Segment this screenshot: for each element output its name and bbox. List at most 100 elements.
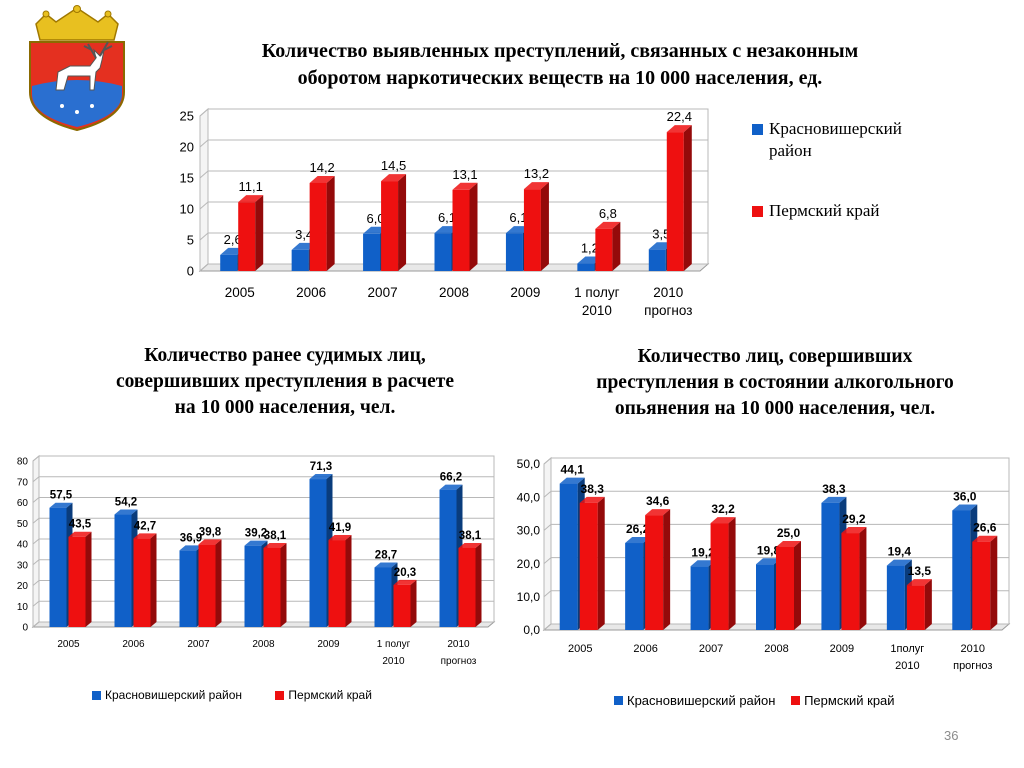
data-label: 19,2 [691, 545, 715, 559]
bar-top [381, 174, 407, 182]
x-category-label: 2010 [653, 285, 683, 300]
y-tick-label: 10,0 [517, 590, 541, 604]
chart2-title-line: совершивших преступления в расчете [115, 371, 455, 392]
x-category-label: 2007 [699, 643, 723, 655]
data-label: 13,5 [908, 564, 932, 578]
y-tick-label: 10 [17, 602, 29, 613]
x-category-label: 2008 [439, 285, 469, 300]
chart2-title-line: на 10 000 населения, чел. [174, 397, 396, 418]
x-category-label: 2010 [447, 639, 470, 650]
y-tick-label: 20 [180, 140, 194, 155]
bar-top [756, 558, 781, 565]
chart2-gridline [32, 517, 494, 524]
chart1-title-line: оборотом наркотических веществ на 10 000… [297, 67, 823, 89]
data-label: 28,7 [375, 549, 397, 561]
x-category-label: 2009 [317, 639, 340, 650]
bar-top [710, 517, 736, 524]
bar-top [972, 535, 998, 542]
y-tick-label: 10 [180, 202, 194, 217]
data-label: 44,1 [561, 463, 585, 477]
bar-krasnovishersky [821, 502, 840, 630]
bar-side [794, 541, 801, 630]
x-category-label: 1 полуг [574, 285, 619, 300]
legend-item-krasnovishersky: Красновишерский район [614, 693, 775, 708]
x-category-label: 1 полуг [377, 639, 411, 650]
bar-krasnovishersky [114, 514, 132, 627]
bar-top [393, 579, 417, 585]
data-label: 39,2 [245, 528, 267, 540]
bar-top [952, 504, 978, 511]
bar-perm-krai [645, 515, 664, 630]
x-category-label: 2008 [252, 639, 275, 650]
data-label: 38,3 [581, 482, 605, 496]
bar-perm-krai [523, 189, 541, 271]
x-category-label: 2008 [764, 643, 788, 655]
y-tick-label: 0,0 [523, 623, 540, 637]
bar-perm-krai [666, 132, 684, 271]
data-label: 14,2 [309, 160, 334, 175]
bar-krasnovishersky [886, 565, 905, 630]
bar-side [663, 509, 671, 630]
chart2-gridline [32, 455, 494, 462]
bar-top [114, 509, 138, 515]
data-label: 32,2 [711, 502, 735, 516]
bar-side [280, 542, 287, 627]
chart2-gridline [32, 497, 494, 503]
data-label: 39,8 [199, 526, 222, 538]
x-category-label: 2010 [582, 303, 612, 318]
data-label: 36,0 [953, 489, 977, 503]
bar-side [150, 533, 157, 627]
data-label: 3,4 [295, 227, 313, 242]
bar-side [410, 579, 417, 627]
slide-number: 36 [944, 728, 959, 743]
bar-krasnovishersky [291, 249, 309, 271]
bar-krasnovishersky [49, 507, 67, 627]
data-label: 1,2 [581, 241, 599, 256]
data-label: 26,6 [973, 521, 997, 535]
legend-label: Пермский край [804, 693, 895, 708]
y-tick-label: 0 [187, 264, 194, 279]
y-tick-label: 30 [17, 560, 29, 571]
chart1-gridline [199, 139, 708, 148]
data-label: 41,9 [329, 522, 351, 534]
data-label: 13,1 [452, 167, 477, 182]
bar-top [645, 509, 671, 516]
bar-side [215, 539, 222, 627]
bar-perm-krai [458, 547, 476, 627]
bar-perm-krai [68, 536, 86, 627]
y-tick-label: 25 [180, 109, 194, 124]
y-tick-label: 20,0 [517, 557, 541, 571]
y-tick-label: 5 [187, 233, 194, 248]
bar-top [263, 542, 287, 548]
y-tick-label: 20 [17, 581, 29, 592]
x-category-label: 2010 [895, 660, 919, 672]
bar-perm-krai [452, 189, 470, 271]
data-label: 25,0 [777, 526, 801, 540]
bar-krasnovishersky [220, 254, 238, 271]
y-tick-label: 40,0 [517, 490, 541, 504]
legend-label: район [769, 141, 812, 160]
chart3-title-line: Количество лиц, совершивших [637, 346, 913, 367]
legend-swatch-red [791, 696, 801, 705]
x-category-label: 2007 [368, 285, 398, 300]
chart3-legend: Красновишерский район Пермский край [614, 693, 925, 708]
bar-krasnovishersky [363, 233, 381, 271]
bar-side [475, 542, 482, 627]
data-label: 11,1 [239, 179, 263, 194]
bar-perm-krai [198, 544, 216, 627]
chart2-legend: Красновишерский район Пермский край [92, 688, 402, 702]
y-tick-label: 80 [17, 457, 29, 468]
data-label: 6,0 [367, 211, 385, 226]
data-label: 42,7 [134, 520, 156, 532]
legend-item-krasnovishersky: Красновишерский район [92, 688, 242, 702]
bar-side [612, 221, 621, 271]
x-category-label: 2005 [568, 643, 592, 655]
chart1-title-line: Количество выявленных преступлений, связ… [261, 40, 859, 62]
y-tick-label: 40 [17, 540, 29, 551]
bar-krasnovishersky [309, 479, 327, 627]
data-label: 6,1 [438, 210, 456, 225]
bar-krasnovishersky [439, 489, 457, 627]
bar-perm-krai [393, 584, 411, 627]
bar-krasnovishersky [505, 233, 523, 271]
